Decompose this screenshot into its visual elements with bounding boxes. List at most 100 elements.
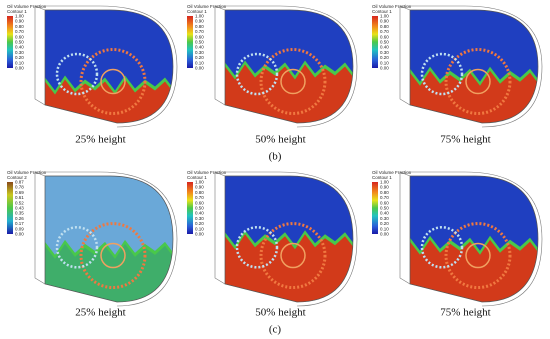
colorbar [372, 182, 378, 234]
pinion [235, 226, 279, 269]
casing [409, 175, 539, 303]
pinion [420, 52, 464, 96]
casing [44, 9, 174, 124]
gear [259, 222, 327, 290]
colorbar-tick-label: 0.87 [15, 180, 24, 185]
colorbar-tick-label: 0.70 [15, 29, 24, 34]
colorbar-tick-label: 0.30 [195, 50, 204, 55]
field [410, 10, 538, 123]
field [45, 176, 173, 302]
colorbar-tick-label: 0.90 [380, 19, 389, 24]
gear [259, 48, 327, 115]
colorbar-tick-label: 0.00 [195, 66, 204, 71]
colorbar-tick-label: 0.80 [380, 190, 389, 195]
colorbar-tick-label: 0.30 [380, 216, 389, 221]
caption: 50% height [255, 134, 305, 146]
gear [280, 242, 306, 269]
colorbar-tick-label: 0.30 [15, 50, 24, 55]
casing-outline [399, 171, 543, 307]
colorbar [372, 16, 378, 68]
colorbar-tick-label: 0.60 [195, 34, 204, 39]
colorbar-tick-label: 0.10 [195, 60, 204, 65]
colorbar-tick-label: 0.90 [195, 19, 204, 24]
colorbar-tick-label: 1.00 [195, 14, 204, 19]
colorbar-tick-label: 0.50 [195, 206, 204, 211]
colorbar [187, 182, 193, 234]
colorbar-tick-label: 1.00 [195, 180, 204, 185]
colorbar-tick-label: 0.20 [15, 55, 24, 60]
colorbar-tick-label: 0.40 [15, 45, 24, 50]
colorbar-subtitle: Contour 1 [187, 9, 207, 14]
colorbar-tick-label: 0.50 [380, 206, 389, 211]
gear [100, 68, 126, 95]
row-label: (c) [269, 324, 282, 336]
colorbar-subtitle: Contour 1 [7, 9, 27, 14]
colorbar-tick-label: 0.70 [195, 29, 204, 34]
colorbar-tick-label: 0.60 [380, 34, 389, 39]
gear [79, 48, 147, 115]
colorbar-tick-label: 0.10 [380, 226, 389, 231]
colorbar-title: Oil Volume Fraction [187, 4, 227, 9]
casing [224, 175, 354, 303]
casing-outline [34, 171, 178, 307]
colorbar-tick-label: 0.40 [380, 45, 389, 50]
pinion [55, 52, 99, 96]
pinion [55, 226, 99, 269]
casing [224, 9, 354, 124]
colorbar-tick-label: 1.00 [15, 14, 24, 19]
colorbar-tick-label: 0.50 [380, 40, 389, 45]
colorbar-tick-label: 1.00 [380, 14, 389, 19]
colorbar-tick-label: 0.00 [15, 232, 24, 237]
row-label: (b) [269, 151, 282, 163]
caption: 25% height [75, 307, 125, 319]
colorbar [187, 16, 193, 68]
colorbar-tick-label: 0.10 [15, 60, 24, 65]
colorbar-tick-label: 0.70 [195, 195, 204, 200]
colorbar-tick-label: 0.17 [15, 221, 24, 226]
colorbar-tick-label: 0.50 [195, 40, 204, 45]
colorbar-title: Oil Volume Fraction [7, 170, 47, 175]
colorbar-tick-label: 0.90 [380, 185, 389, 190]
colorbar-tick-label: 0.00 [195, 232, 204, 237]
colorbar [7, 16, 13, 68]
colorbar-tick-label: 0.00 [15, 66, 24, 71]
colorbar-tick-label: 0.30 [195, 216, 204, 221]
colorbar-tick-label: 0.90 [195, 185, 204, 190]
casing-outline [214, 5, 358, 128]
pinion [235, 52, 279, 96]
field [410, 176, 538, 302]
colorbar-subtitle: Contour 2 [7, 175, 27, 180]
field [45, 10, 173, 123]
pinion [420, 226, 464, 269]
colorbar-tick-label: 0.80 [195, 24, 204, 29]
colorbar-tick-label: 0.26 [15, 216, 24, 221]
colorbar-tick-label: 0.61 [15, 195, 24, 200]
colorbar-subtitle: Contour 1 [187, 175, 207, 180]
casing-outline [399, 5, 543, 128]
colorbar-tick-label: 0.90 [15, 19, 24, 24]
colorbar-tick-label: 0.40 [195, 45, 204, 50]
gear [280, 68, 306, 95]
colorbar-tick-label: 0.43 [15, 206, 24, 211]
colorbar-tick-label: 0.69 [15, 190, 24, 195]
colorbar-tick-label: 0.10 [195, 226, 204, 231]
casing [409, 9, 539, 124]
colorbar-title: Oil Volume Fraction [372, 170, 412, 175]
caption: 50% height [255, 307, 305, 319]
colorbar-tick-label: 0.00 [380, 232, 389, 237]
colorbar-tick-label: 0.52 [15, 200, 24, 205]
caption: 75% height [440, 134, 490, 146]
colorbar-tick-label: 0.70 [380, 195, 389, 200]
colorbar-tick-label: 0.40 [195, 211, 204, 216]
colorbar-subtitle: Contour 1 [372, 175, 392, 180]
colorbar-tick-label: 0.60 [380, 200, 389, 205]
colorbar-tick-label: 0.50 [15, 40, 24, 45]
colorbar-tick-label: 0.00 [380, 66, 389, 71]
gear [444, 222, 512, 290]
